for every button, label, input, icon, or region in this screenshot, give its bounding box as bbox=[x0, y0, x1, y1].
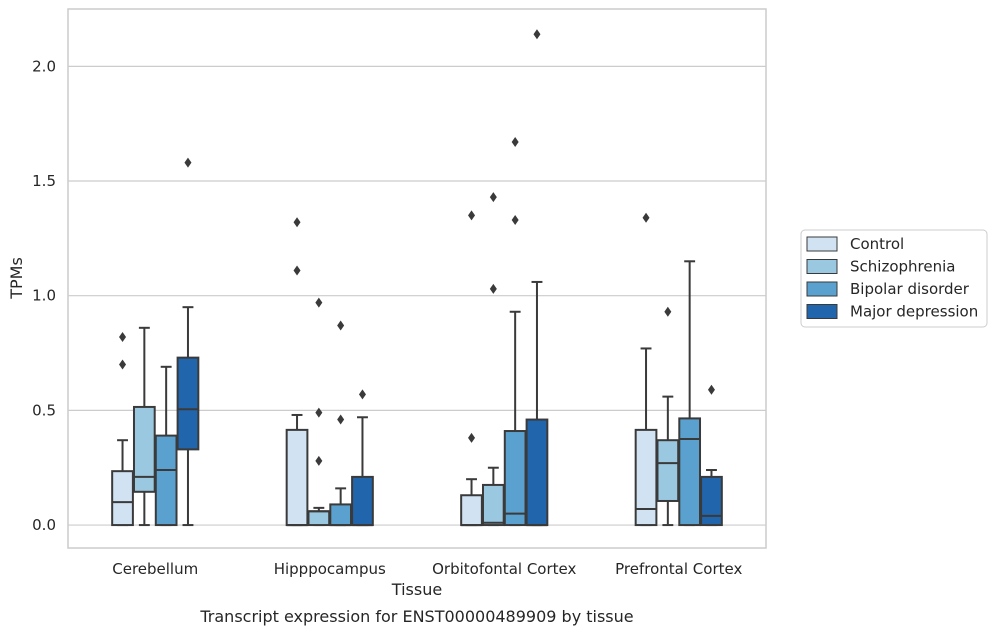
outlier-point bbox=[468, 210, 476, 221]
x-tick-label: Orbitofontal Cortex bbox=[432, 560, 576, 578]
legend-label: Control bbox=[850, 235, 904, 253]
outlier-point bbox=[293, 265, 301, 276]
box-2-3 bbox=[678, 260, 702, 527]
box-1-2 bbox=[481, 192, 505, 527]
x-tick-label: Cerebellum bbox=[112, 560, 198, 578]
y-axis-ticks: 0.0 0.5 1.0 1.5 2.0 bbox=[32, 57, 56, 534]
figure-caption: Transcript expression for ENST0000048990… bbox=[199, 607, 633, 626]
legend-frame bbox=[800, 229, 988, 328]
y-tick-label: 0.0 bbox=[32, 516, 56, 534]
y-tick-label: 2.0 bbox=[32, 57, 56, 75]
x-axis-label: Tissue bbox=[391, 580, 442, 599]
box-0-3 bbox=[634, 212, 658, 527]
box-2-2 bbox=[503, 137, 527, 527]
outlier-point bbox=[489, 192, 497, 203]
box-iqr bbox=[132, 405, 156, 493]
y-axis-label: TPMs bbox=[7, 257, 26, 300]
outlier-point bbox=[315, 455, 323, 466]
box-0-0 bbox=[111, 331, 134, 527]
box-iqr bbox=[460, 494, 483, 527]
x-axis-ticks: Cerebellum Hipppocampus Orbitofontal Corte… bbox=[112, 560, 742, 578]
outlier-point bbox=[293, 217, 301, 228]
box-0-2 bbox=[460, 210, 483, 527]
box-1-1 bbox=[307, 297, 331, 527]
outlier-point bbox=[664, 306, 672, 317]
y-tick-label: 1.0 bbox=[32, 287, 56, 305]
outlier-point bbox=[511, 137, 519, 148]
outlier-point bbox=[184, 157, 192, 168]
box-2-1 bbox=[329, 320, 353, 527]
box-2-0 bbox=[154, 365, 178, 527]
outlier-point bbox=[337, 320, 345, 331]
box-3-3 bbox=[700, 384, 723, 527]
legend-swatch bbox=[806, 304, 838, 319]
y-tick-label: 0.5 bbox=[32, 401, 56, 419]
box-iqr bbox=[634, 428, 658, 527]
outlier-point bbox=[511, 215, 519, 226]
outlier-point bbox=[315, 297, 323, 308]
box-3-0 bbox=[176, 157, 200, 527]
outlier-point bbox=[489, 283, 497, 294]
box-iqr bbox=[111, 470, 134, 527]
x-tick-label: Prefrontal Cortex bbox=[615, 560, 742, 578]
box-iqr bbox=[154, 434, 178, 527]
legend-label: Major depression bbox=[850, 303, 978, 321]
box-1-0 bbox=[132, 326, 156, 527]
box-0-1 bbox=[285, 217, 309, 527]
legend-label: Schizophrenia bbox=[850, 258, 955, 276]
outlier-point bbox=[533, 29, 541, 40]
box-1-3 bbox=[656, 306, 680, 527]
outlier-point bbox=[337, 414, 345, 425]
box-iqr bbox=[329, 503, 353, 527]
outlier-point bbox=[358, 389, 366, 400]
box-3-2 bbox=[525, 29, 549, 527]
box-iqr bbox=[700, 475, 723, 527]
box-iqr bbox=[176, 356, 200, 451]
box-series bbox=[111, 29, 723, 527]
outlier-point bbox=[468, 432, 476, 443]
legend-swatch bbox=[806, 236, 838, 252]
box-iqr bbox=[525, 418, 549, 527]
plot-frame bbox=[67, 8, 767, 549]
box-3-1 bbox=[351, 389, 374, 527]
box-iqr bbox=[678, 417, 702, 527]
box-iqr bbox=[503, 430, 527, 527]
x-tick-label: Hipppocampus bbox=[274, 560, 386, 578]
box-iqr bbox=[656, 439, 680, 502]
legend-swatch bbox=[806, 281, 838, 297]
outlier-point bbox=[119, 331, 127, 342]
outlier-point bbox=[707, 384, 715, 395]
box-iqr bbox=[481, 483, 505, 527]
outlier-point bbox=[119, 359, 127, 370]
box-iqr bbox=[351, 475, 374, 527]
legend-swatch bbox=[806, 259, 838, 274]
legend-label: Bipolar disorder bbox=[850, 280, 970, 298]
box-iqr bbox=[285, 428, 309, 527]
y-tick-label: 1.5 bbox=[32, 172, 56, 190]
box-iqr bbox=[307, 510, 331, 527]
outlier-point bbox=[315, 407, 323, 418]
outlier-point bbox=[642, 212, 650, 223]
legend: Control Schizophrenia Bipolar disorder Majo… bbox=[800, 229, 988, 328]
